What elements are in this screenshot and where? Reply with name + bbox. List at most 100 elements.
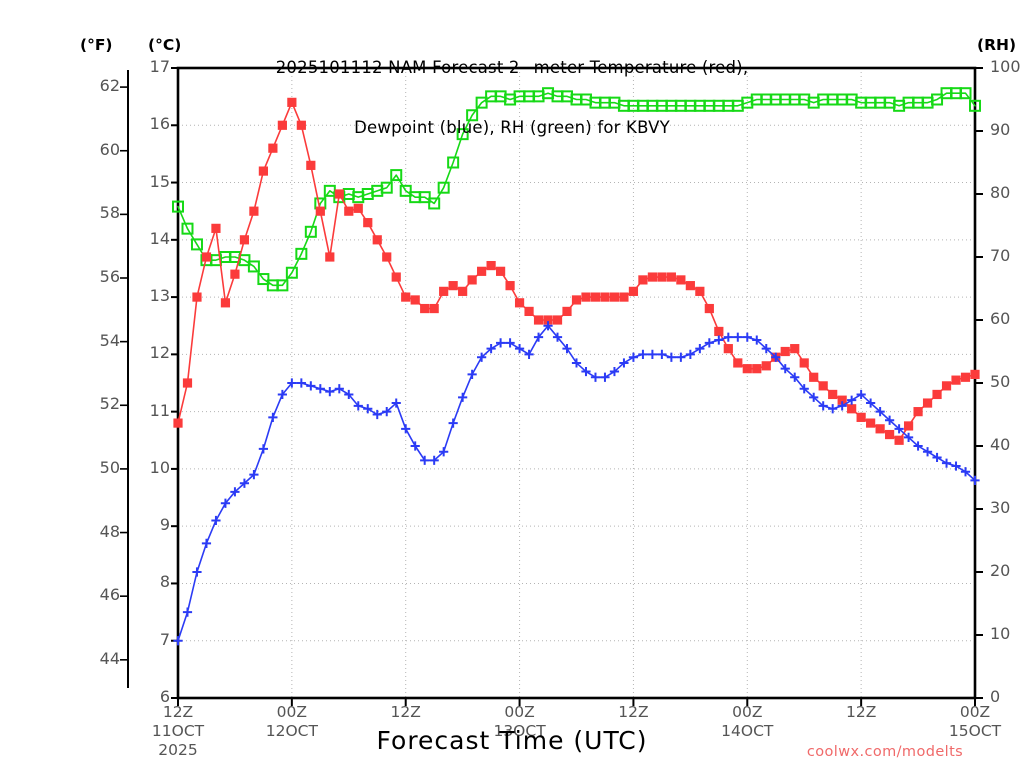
data-point — [903, 421, 914, 431]
y-tick-label-fahrenheit: 48 — [99, 521, 120, 541]
data-point — [486, 260, 496, 271]
data-point — [201, 538, 212, 548]
axis-ticks — [120, 67, 983, 706]
data-point — [249, 470, 259, 480]
data-point — [466, 109, 479, 122]
data-point — [941, 381, 952, 391]
data-point — [752, 364, 762, 374]
y-tick-label-celsius: 11 — [149, 400, 170, 420]
data-point — [600, 372, 610, 382]
x-tick-label-time: 12Z — [390, 703, 421, 721]
data-point — [581, 366, 591, 377]
data-point — [277, 389, 287, 400]
data-point — [695, 344, 705, 354]
data-point — [903, 432, 914, 443]
x-tick-label-date: 15OCT — [948, 722, 1002, 740]
data-point — [496, 338, 506, 348]
y-tick-label-celsius: 7 — [159, 629, 170, 649]
data-point — [932, 452, 942, 463]
data-point — [628, 286, 639, 296]
x-tick-label-date: 13OCT — [493, 722, 546, 740]
data-point — [363, 404, 373, 414]
y-tick-label-fahrenheit: 46 — [99, 585, 120, 605]
data-point — [304, 225, 317, 238]
data-point — [638, 275, 648, 285]
data-point — [970, 369, 980, 380]
data-point — [590, 372, 601, 382]
data-point — [315, 384, 325, 394]
data-point — [372, 409, 382, 420]
data-point — [714, 326, 724, 337]
x-tick-label-time: 12Z — [162, 703, 194, 721]
data-point — [733, 358, 743, 368]
data-point — [382, 407, 392, 417]
data-point — [552, 315, 563, 325]
data-point — [562, 344, 572, 354]
left-axis-unit-fahrenheit: (°F) — [80, 36, 113, 54]
data-point — [951, 375, 961, 385]
data-point — [190, 238, 203, 251]
data-point — [391, 272, 401, 282]
data-point — [970, 475, 980, 485]
y-tick-label-fahrenheit: 62 — [99, 76, 120, 96]
chart-title: 2025101112 NAM Forecast 2−meter Temperat… — [0, 18, 1024, 178]
data-point — [192, 292, 202, 302]
data-point — [581, 292, 591, 302]
data-point — [619, 358, 629, 368]
y-tick-label-celsius: 12 — [149, 343, 170, 363]
data-point — [391, 398, 401, 408]
data-point — [524, 349, 534, 359]
data-point — [410, 441, 420, 451]
data-point — [533, 332, 544, 342]
data-point — [247, 260, 260, 273]
data-point — [287, 378, 297, 388]
data-point — [239, 235, 250, 245]
y-tick-label-rh: 50 — [990, 372, 1011, 391]
data-point — [257, 273, 270, 286]
y-tick-label-fahrenheit: 50 — [99, 457, 120, 477]
data-point — [456, 128, 469, 141]
data-point — [306, 160, 316, 170]
data-point — [429, 455, 439, 465]
data-point — [268, 143, 278, 153]
data-point — [182, 607, 193, 617]
data-point — [258, 444, 268, 454]
x-axis-title: Forecast Time (UTC) — [376, 726, 648, 755]
data-point — [230, 487, 240, 497]
data-point — [477, 266, 487, 276]
data-point — [714, 335, 724, 345]
data-point — [609, 292, 620, 302]
data-point — [172, 200, 184, 213]
data-point — [932, 389, 942, 400]
data-point — [695, 286, 705, 296]
data-point — [676, 275, 686, 285]
data-point — [742, 364, 752, 374]
data-point — [230, 269, 240, 279]
x-tick-label-year: 2025 — [158, 741, 198, 759]
data-point — [201, 252, 212, 262]
data-point — [505, 281, 515, 291]
right-axis-unit-rh: (RH) — [977, 36, 1017, 54]
data-point — [382, 252, 392, 262]
x-tick-label-time: 00Z — [504, 703, 535, 721]
data-point — [477, 352, 487, 362]
data-point — [486, 344, 496, 354]
data-point — [628, 352, 639, 362]
y-tick-label-rh: 10 — [990, 624, 1011, 643]
y-tick-label-fahrenheit: 56 — [99, 267, 120, 286]
data-point — [723, 344, 733, 354]
data-point — [951, 461, 961, 471]
series-temperature — [173, 97, 980, 445]
data-point — [390, 169, 403, 182]
data-point — [837, 401, 847, 411]
data-point — [315, 206, 325, 216]
data-point — [458, 286, 468, 296]
data-point — [590, 292, 601, 302]
data-point — [828, 404, 838, 414]
data-point — [448, 281, 458, 291]
data-point — [676, 352, 686, 362]
data-point — [790, 344, 800, 354]
data-point — [922, 447, 933, 457]
data-point — [428, 197, 441, 210]
